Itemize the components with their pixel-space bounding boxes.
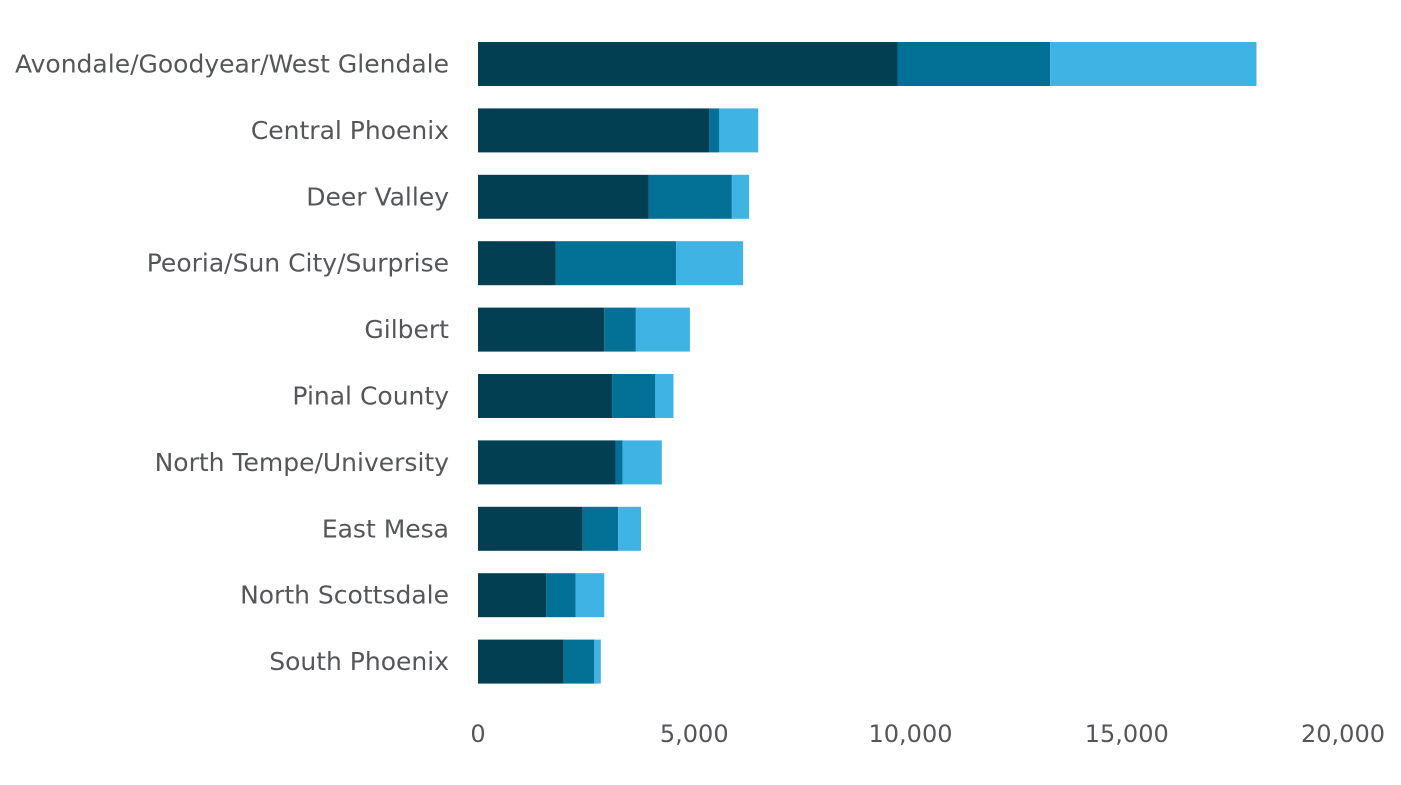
x-tick-label-0: 0 xyxy=(470,720,485,748)
bar-gilbert-segment-2 xyxy=(604,307,636,352)
bar-south-phoenix-segment-2 xyxy=(563,639,595,684)
bar-peoria-sun-city-surprise-segment-1 xyxy=(478,241,556,286)
category-labels: Avondale/Goodyear/West Glendale Central P… xyxy=(15,50,449,677)
bar-south-phoenix-segment-1 xyxy=(478,639,564,684)
category-label-pinal-county: Pinal County xyxy=(292,382,449,411)
category-label-deer-valley: Deer Valley xyxy=(306,182,449,211)
bar-peoria-sun-city-surprise-segment-3 xyxy=(676,241,744,286)
bar-central-phoenix-segment-1 xyxy=(478,108,710,153)
bar-central-phoenix-segment-2 xyxy=(709,108,720,153)
bar-gilbert-segment-3 xyxy=(635,307,690,352)
bar-peoria-sun-city-surprise-segment-2 xyxy=(555,241,677,286)
x-tick-label-10-000: 10,000 xyxy=(869,720,953,748)
bar-south-phoenix-segment-3 xyxy=(594,639,601,684)
x-axis-tick-labels: 0 5,000 10,000 15,000 20,000 xyxy=(470,720,1385,748)
bar-east-mesa-segment-3 xyxy=(618,506,642,551)
bar-pinal-county-segment-3 xyxy=(655,374,674,418)
bar-pinal-county-segment-1 xyxy=(478,374,613,418)
bar-avondale-goodyear-west-glendale-segment-3 xyxy=(1050,42,1257,86)
bar-east-mesa-segment-1 xyxy=(478,506,583,551)
bar-avondale-goodyear-west-glendale-segment-2 xyxy=(897,42,1051,86)
category-label-north-scottsdale: North Scottsdale xyxy=(240,581,449,610)
bar-deer-valley-segment-3 xyxy=(731,174,750,219)
category-label-south-phoenix: South Phoenix xyxy=(269,647,449,676)
bar-north-tempe-university-segment-2 xyxy=(615,440,623,485)
bar-east-mesa-segment-2 xyxy=(582,506,619,551)
x-tick-label-5-000: 5,000 xyxy=(660,720,729,748)
bar-north-tempe-university-segment-1 xyxy=(478,440,616,485)
bar-north-scottsdale-segment-3 xyxy=(575,573,605,618)
category-label-peoria-sun-city-surprise: Peoria/Sun City/Surprise xyxy=(147,249,449,278)
bars-layer xyxy=(478,42,1257,684)
category-label-east-mesa: East Mesa xyxy=(322,514,449,543)
bar-gilbert-segment-1 xyxy=(478,307,605,352)
bar-pinal-county-segment-2 xyxy=(612,374,656,418)
x-tick-label-20-000: 20,000 xyxy=(1301,720,1385,748)
category-label-gilbert: Gilbert xyxy=(364,315,449,344)
bar-deer-valley-segment-1 xyxy=(478,174,649,219)
category-label-north-tempe-university: North Tempe/University xyxy=(155,448,450,477)
x-tick-label-15-000: 15,000 xyxy=(1085,720,1169,748)
bar-north-scottsdale-segment-2 xyxy=(546,573,576,618)
category-label-avondale-goodyear-west-glendale: Avondale/Goodyear/West Glendale xyxy=(15,50,449,79)
bar-deer-valley-segment-2 xyxy=(648,174,732,219)
bar-avondale-goodyear-west-glendale-segment-1 xyxy=(478,42,898,86)
category-label-central-phoenix: Central Phoenix xyxy=(251,116,449,145)
bar-north-tempe-university-segment-3 xyxy=(622,440,662,485)
bar-north-scottsdale-segment-1 xyxy=(478,573,547,618)
bar-central-phoenix-segment-3 xyxy=(719,108,759,153)
